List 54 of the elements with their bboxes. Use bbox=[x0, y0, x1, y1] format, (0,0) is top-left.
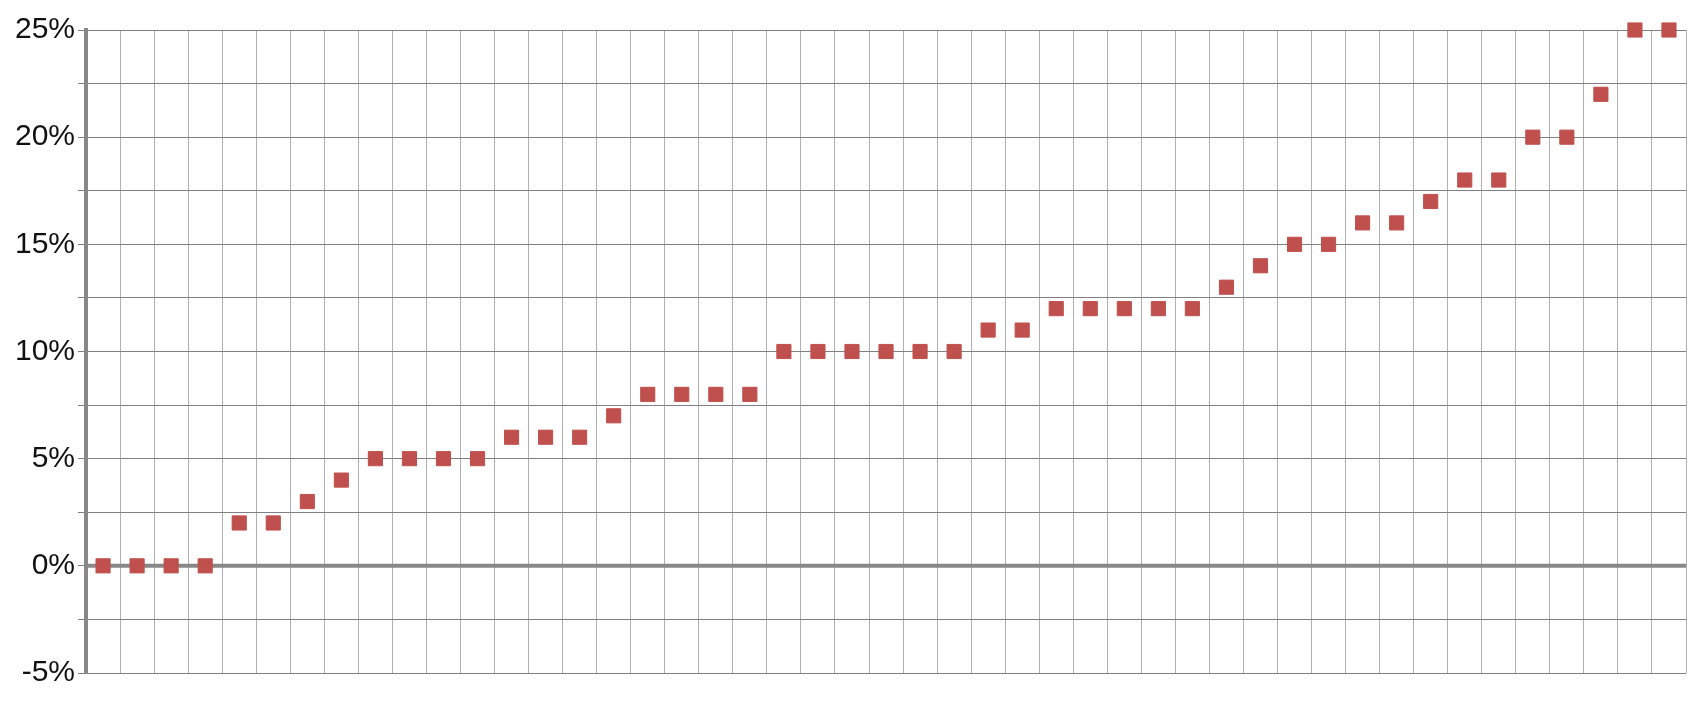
point bbox=[776, 343, 792, 360]
point bbox=[606, 408, 622, 424]
point bbox=[469, 451, 486, 467]
point bbox=[572, 429, 588, 445]
point bbox=[1593, 86, 1609, 102]
point bbox=[946, 343, 962, 360]
point bbox=[1525, 129, 1541, 145]
y-tick-label: 25% bbox=[15, 11, 76, 45]
y-tick-label: 10% bbox=[15, 332, 76, 366]
point bbox=[1389, 215, 1405, 231]
point bbox=[1184, 301, 1200, 317]
point bbox=[1048, 301, 1064, 317]
y-tick-label: 5% bbox=[31, 439, 76, 473]
y-tick-label: 15% bbox=[15, 225, 76, 259]
point bbox=[367, 451, 383, 467]
point bbox=[1423, 193, 1439, 210]
point bbox=[1286, 236, 1303, 252]
point bbox=[640, 386, 656, 402]
point bbox=[980, 322, 996, 338]
point bbox=[674, 386, 690, 402]
point bbox=[1320, 236, 1337, 252]
point bbox=[95, 558, 111, 574]
point bbox=[163, 558, 179, 574]
point bbox=[878, 343, 894, 360]
point bbox=[231, 515, 247, 531]
point bbox=[1116, 301, 1132, 317]
point bbox=[265, 515, 281, 531]
point bbox=[435, 451, 452, 467]
y-tick-label: -5% bbox=[21, 654, 76, 688]
point bbox=[1150, 301, 1166, 317]
point bbox=[912, 343, 928, 360]
point bbox=[401, 451, 418, 467]
point bbox=[503, 429, 520, 445]
point bbox=[742, 386, 758, 402]
point bbox=[299, 493, 315, 510]
point bbox=[1627, 22, 1643, 38]
point bbox=[1252, 258, 1269, 274]
point bbox=[844, 343, 860, 360]
point bbox=[129, 558, 145, 574]
y-tick-label: 20% bbox=[15, 118, 76, 152]
point bbox=[197, 558, 213, 574]
point bbox=[1082, 301, 1098, 317]
point bbox=[1457, 172, 1473, 188]
point bbox=[333, 472, 349, 488]
point bbox=[1661, 22, 1677, 38]
point bbox=[708, 386, 724, 402]
point bbox=[1014, 322, 1030, 338]
point bbox=[1355, 215, 1371, 231]
point bbox=[1559, 129, 1575, 145]
point bbox=[1218, 279, 1235, 295]
point bbox=[538, 429, 554, 445]
point bbox=[810, 343, 826, 360]
point bbox=[1491, 172, 1507, 188]
y-tick-label: 0% bbox=[31, 547, 76, 581]
